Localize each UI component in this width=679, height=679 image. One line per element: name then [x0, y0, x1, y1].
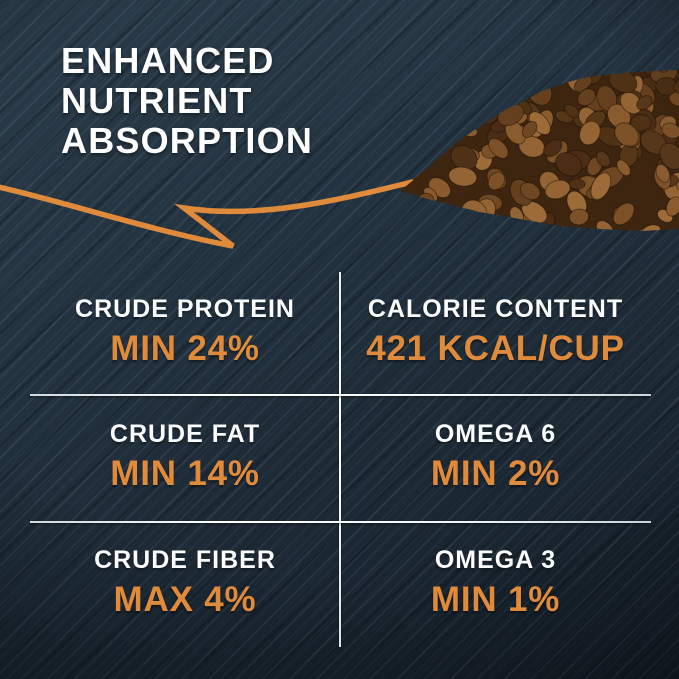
vertical-divider — [339, 272, 341, 647]
stat-value: MIN 1% — [430, 579, 561, 619]
stat-value: 421 KCAL/CUP — [366, 328, 625, 368]
kibble-pile-image — [400, 70, 679, 231]
stat-label: OMEGA 6 — [434, 419, 557, 448]
arrow-icon — [0, 179, 415, 249]
horizontal-divider-1 — [30, 394, 651, 396]
stat-value: MIN 2% — [430, 453, 561, 493]
stat-cell-omega-6: OMEGA 6 MIN 2% — [340, 395, 651, 522]
stat-cell-omega-3: OMEGA 3 MIN 1% — [340, 522, 651, 647]
stat-cell-crude-protein: CRUDE PROTEIN MIN 24% — [30, 272, 340, 395]
stat-cell-crude-fat: CRUDE FAT MIN 14% — [30, 395, 340, 522]
headline-line-3: ABSORPTION — [61, 120, 314, 161]
headline-line-2: NUTRIENT — [61, 80, 253, 121]
stat-label: CRUDE FIBER — [94, 545, 276, 574]
stat-label: OMEGA 3 — [434, 545, 557, 574]
headline-line-1: ENHANCED — [61, 40, 275, 81]
nutrition-grid: CRUDE PROTEIN MIN 24% CALORIE CONTENT 42… — [30, 272, 651, 647]
stat-value: MIN 14% — [110, 453, 260, 493]
stat-cell-crude-fiber: CRUDE FIBER MAX 4% — [30, 522, 340, 647]
headline: ENHANCED NUTRIENT ABSORPTION — [61, 41, 313, 161]
stat-label: CRUDE PROTEIN — [75, 294, 295, 323]
stat-cell-calorie-content: CALORIE CONTENT 421 KCAL/CUP — [340, 272, 651, 395]
horizontal-divider-2 — [30, 521, 651, 523]
stat-value: MIN 24% — [110, 328, 260, 368]
stat-value: MAX 4% — [113, 579, 257, 619]
stat-label: CALORIE CONTENT — [367, 294, 624, 323]
stat-label: CRUDE FAT — [109, 419, 261, 448]
